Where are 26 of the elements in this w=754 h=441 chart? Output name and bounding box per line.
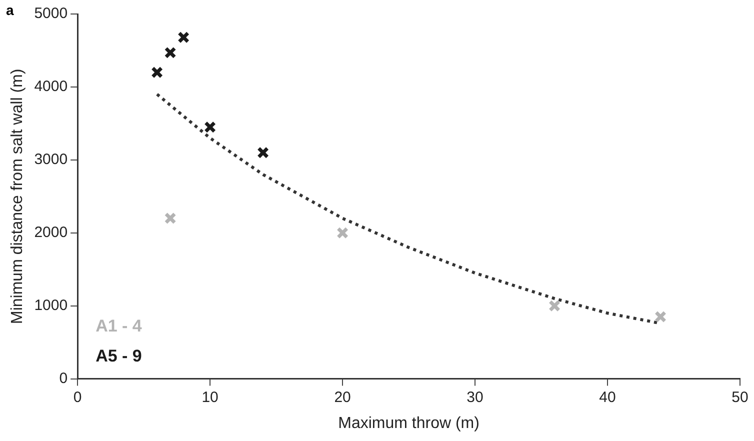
- point: [257, 146, 270, 159]
- y-tick-label: 1000: [34, 296, 68, 314]
- x-tick-label: 0: [73, 388, 82, 406]
- point: [164, 46, 176, 59]
- point: [164, 212, 176, 224]
- point: [548, 300, 561, 312]
- y-tick-label: 0: [59, 370, 68, 387]
- point: [654, 310, 666, 323]
- text: A1 - 4: [96, 316, 142, 336]
- x-tick-label: 10: [202, 388, 218, 406]
- point: [178, 31, 190, 44]
- x-tick-label: 40: [599, 388, 616, 406]
- y-tick-label: 2000: [34, 224, 68, 242]
- x-tick-label: 50: [732, 388, 748, 406]
- x-axis-title: Maximum throw (m): [338, 414, 480, 432]
- y-axis-title: Minimum distance from salt wall (m): [9, 68, 26, 324]
- y-tick-label: 3000: [34, 151, 68, 168]
- x-tick-label: 30: [466, 388, 484, 406]
- y-tick-label: 4000: [34, 78, 68, 96]
- x-tick-label: 20: [334, 388, 351, 406]
- y-tick-label: 5000: [34, 5, 68, 22]
- point: [151, 66, 164, 78]
- point: [204, 121, 216, 134]
- point: [336, 226, 349, 239]
- text: a: [6, 2, 14, 18]
- text: A5 - 9: [96, 346, 142, 366]
